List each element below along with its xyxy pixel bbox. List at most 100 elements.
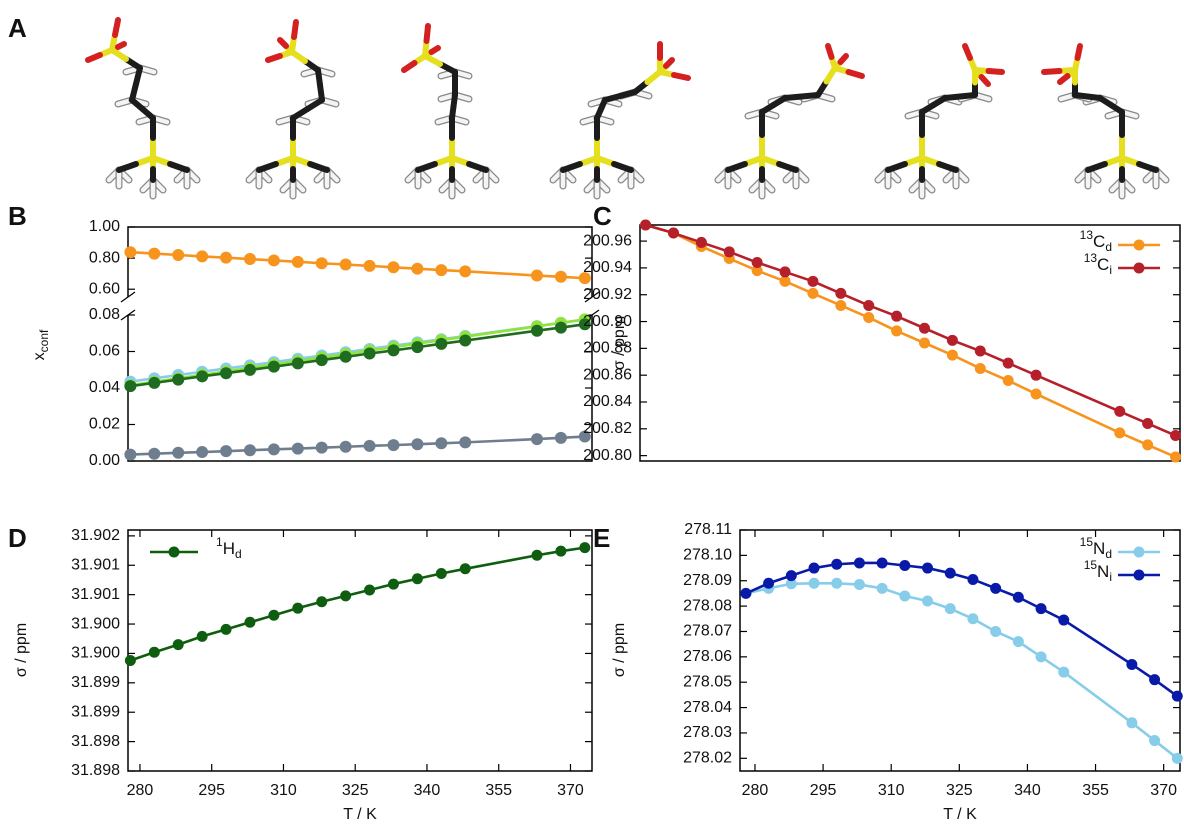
data-point bbox=[221, 624, 232, 635]
data-point bbox=[831, 578, 842, 589]
data-point bbox=[435, 264, 447, 276]
panel-label: C bbox=[593, 201, 612, 231]
y-tick-label: 31.900 bbox=[71, 645, 120, 662]
y-tick-label: 278.09 bbox=[683, 572, 732, 589]
data-point bbox=[459, 265, 471, 277]
y-tick-label: 200.84 bbox=[583, 393, 632, 410]
data-point bbox=[1114, 427, 1125, 438]
y-tick-label: 278.11 bbox=[684, 521, 732, 538]
data-point bbox=[244, 253, 256, 265]
data-point bbox=[1031, 388, 1042, 399]
legend-marker bbox=[169, 547, 180, 558]
y-tick-label: 31.898 bbox=[71, 762, 120, 779]
data-point bbox=[340, 351, 352, 363]
bond bbox=[614, 164, 631, 170]
data-point bbox=[387, 344, 399, 356]
data-point bbox=[809, 578, 820, 589]
y-axis-label: σ / ppm bbox=[611, 623, 628, 677]
y-tick-label: 31.898 bbox=[71, 733, 120, 750]
y-tick-label: 31.901 bbox=[71, 556, 120, 573]
data-point bbox=[244, 617, 255, 628]
legend-marker bbox=[1134, 263, 1145, 274]
data-point bbox=[459, 436, 471, 448]
y-tick-label: 31.902 bbox=[71, 527, 120, 544]
x-axis-label: T / K bbox=[943, 806, 977, 823]
data-point bbox=[807, 276, 818, 287]
data-point bbox=[899, 590, 910, 601]
data-point bbox=[268, 443, 280, 455]
data-point bbox=[696, 237, 707, 248]
data-point bbox=[340, 590, 351, 601]
y-axis-label-main: x bbox=[31, 352, 48, 360]
panel-label: D bbox=[8, 523, 27, 553]
data-point bbox=[780, 266, 791, 277]
data-point bbox=[1058, 615, 1069, 626]
data-point bbox=[149, 647, 160, 658]
y-axis-label-subscript: conf bbox=[37, 329, 51, 352]
data-point bbox=[752, 257, 763, 268]
y-tick-label: 31.900 bbox=[71, 615, 120, 632]
data-point bbox=[668, 228, 679, 239]
data-point bbox=[316, 442, 328, 454]
data-point bbox=[172, 374, 184, 386]
data-point bbox=[947, 335, 958, 346]
data-point bbox=[220, 367, 232, 379]
data-point bbox=[340, 258, 352, 270]
bond bbox=[427, 26, 429, 41]
data-point bbox=[1149, 735, 1160, 746]
data-point bbox=[196, 446, 208, 458]
legend-marker bbox=[1134, 240, 1145, 251]
data-point bbox=[292, 603, 303, 614]
y-tick-label: 31.899 bbox=[71, 703, 120, 720]
y-tick-label: 278.05 bbox=[683, 673, 732, 690]
data-point bbox=[268, 361, 280, 373]
bond bbox=[1060, 76, 1068, 82]
data-point bbox=[531, 270, 543, 282]
bond bbox=[310, 164, 327, 170]
data-point bbox=[435, 437, 447, 449]
y-tick-label: 278.03 bbox=[683, 724, 732, 741]
legend-marker bbox=[1134, 570, 1145, 581]
legend-label: 15Ni bbox=[1084, 558, 1112, 584]
data-point bbox=[947, 350, 958, 361]
data-point bbox=[831, 559, 842, 570]
y-tick-label: 278.06 bbox=[683, 648, 732, 665]
data-point bbox=[124, 380, 136, 392]
bond bbox=[728, 164, 745, 170]
data-point bbox=[292, 443, 304, 455]
data-point bbox=[173, 639, 184, 650]
data-point bbox=[124, 449, 136, 461]
bond bbox=[674, 75, 688, 78]
data-point bbox=[388, 579, 399, 590]
data-point bbox=[436, 568, 447, 579]
figure: A B0.000.020.040.060.080.600.801.00xconf… bbox=[0, 0, 1184, 829]
bond bbox=[88, 55, 100, 60]
data-point bbox=[1126, 659, 1137, 670]
data-point bbox=[780, 276, 791, 287]
bond bbox=[280, 40, 286, 46]
data-point bbox=[555, 322, 567, 334]
x-axis-label: T / K bbox=[343, 806, 377, 823]
y-tick-label: 278.02 bbox=[683, 750, 732, 767]
data-point bbox=[268, 254, 280, 266]
data-point bbox=[1172, 691, 1183, 702]
data-point bbox=[364, 260, 376, 272]
data-point bbox=[316, 354, 328, 366]
bond bbox=[268, 56, 280, 60]
bond bbox=[888, 164, 905, 170]
data-point bbox=[863, 312, 874, 323]
y-tick-label: 278.04 bbox=[683, 699, 732, 716]
bond bbox=[432, 48, 439, 52]
data-point bbox=[640, 220, 651, 231]
y-axis-label: σ / ppm bbox=[611, 316, 628, 370]
x-tick-label: 370 bbox=[1150, 782, 1177, 799]
data-point bbox=[835, 288, 846, 299]
bond bbox=[989, 71, 1003, 72]
data-point bbox=[148, 248, 160, 260]
data-point bbox=[786, 570, 797, 581]
data-point bbox=[1013, 592, 1024, 603]
bond bbox=[418, 164, 435, 170]
x-tick-label: 280 bbox=[742, 782, 769, 799]
axis-frame bbox=[128, 227, 592, 461]
data-point bbox=[1142, 418, 1153, 429]
